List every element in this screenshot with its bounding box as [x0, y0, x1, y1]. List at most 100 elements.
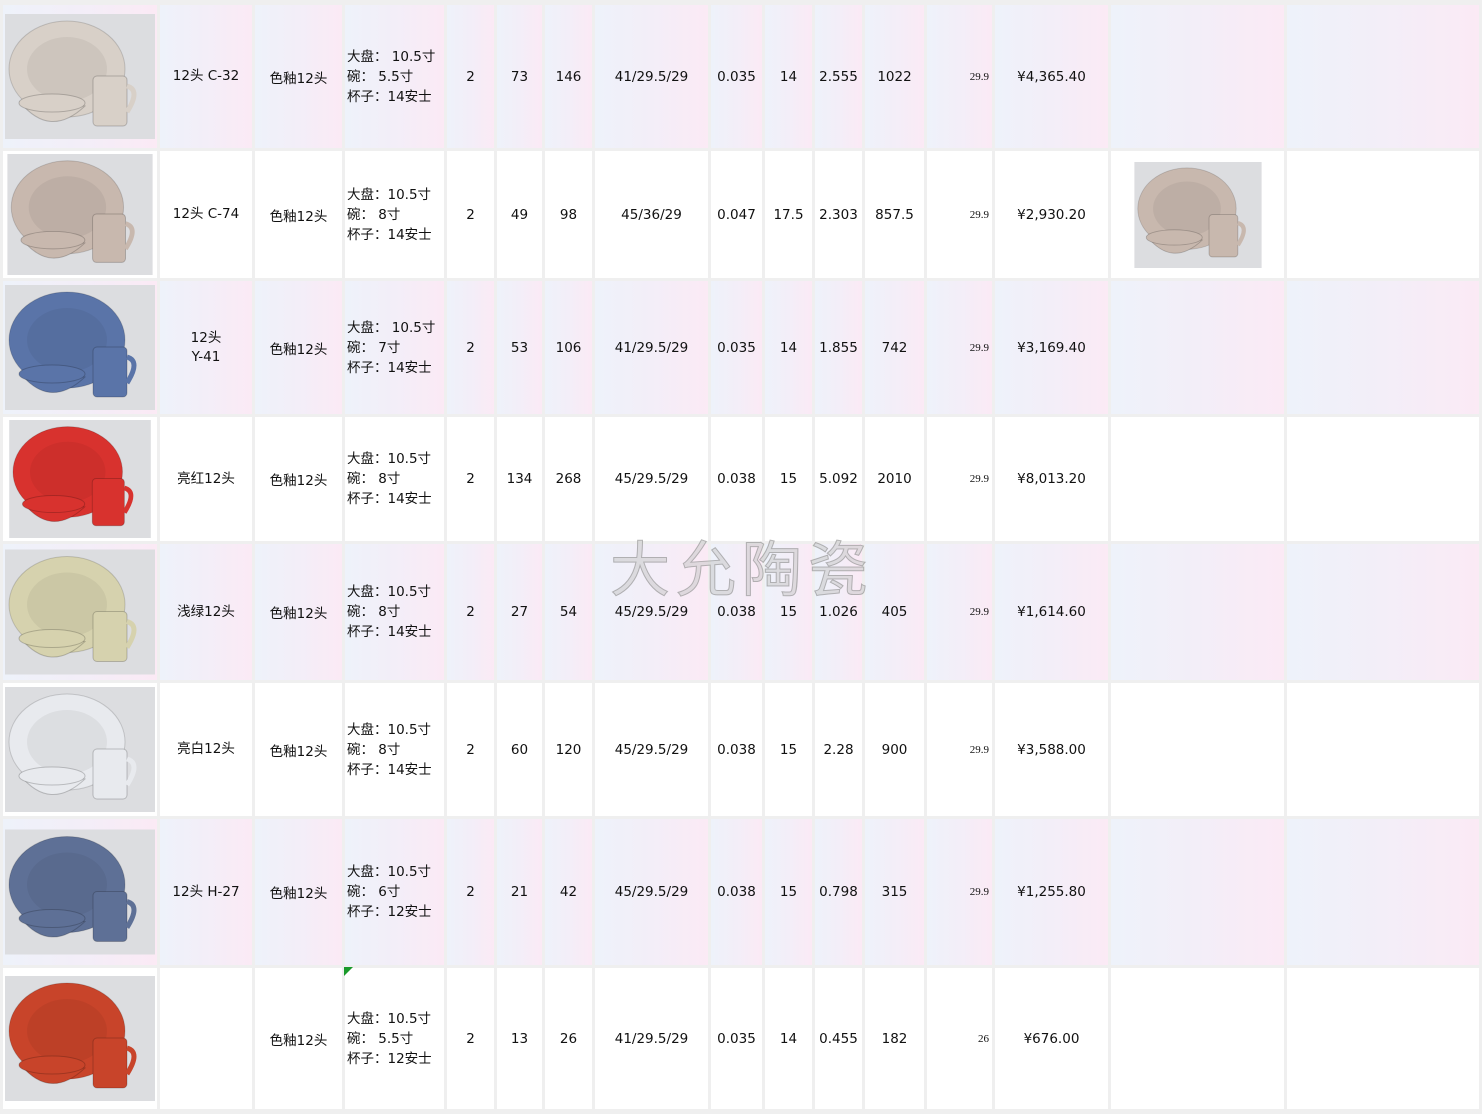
spec-cell[interactable]: 大盘：10.5寸 碗： 8寸 杯子：14安士 — [345, 683, 444, 816]
extra-image-cell[interactable] — [1111, 281, 1284, 414]
carton-size-cell[interactable]: 45/29.5/29 — [595, 819, 708, 965]
spec-cell[interactable]: 大盘：10.5寸 碗： 8寸 杯子：14安士 — [345, 151, 444, 278]
cbm-cell[interactable]: 0.038 — [711, 819, 762, 965]
count-cell[interactable]: 27 — [497, 544, 542, 680]
unit-price-cell[interactable]: 29.9 — [927, 281, 992, 414]
extra-image-cell[interactable] — [1111, 544, 1284, 680]
product-image-cell[interactable] — [3, 5, 157, 148]
empty-cell[interactable] — [1287, 417, 1479, 541]
qty-cell[interactable]: 2 — [447, 5, 494, 148]
product-image-cell[interactable] — [3, 683, 157, 816]
type-cell[interactable]: 色釉12头 — [255, 819, 342, 965]
volume-cell[interactable]: 0.455 — [815, 968, 862, 1109]
cbm-cell[interactable]: 0.035 — [711, 5, 762, 148]
empty-cell[interactable] — [1287, 151, 1479, 278]
weight-cell[interactable]: 15 — [765, 417, 812, 541]
total-qty-cell[interactable]: 120 — [545, 683, 592, 816]
amount-cell[interactable]: ¥1,255.80 — [995, 819, 1108, 965]
extra-image-cell[interactable] — [1111, 417, 1284, 541]
unit-price-cell[interactable]: 29.9 — [927, 5, 992, 148]
total-qty-cell[interactable]: 42 — [545, 819, 592, 965]
total-weight-cell[interactable]: 2010 — [865, 417, 924, 541]
spec-cell[interactable]: 大盘：10.5寸 碗： 8寸 杯子：14安士 — [345, 417, 444, 541]
total-weight-cell[interactable]: 405 — [865, 544, 924, 680]
product-image-cell[interactable] — [3, 281, 157, 414]
unit-price-cell[interactable]: 26 — [927, 968, 992, 1109]
weight-cell[interactable]: 14 — [765, 968, 812, 1109]
weight-cell[interactable]: 15 — [765, 544, 812, 680]
cbm-cell[interactable]: 0.038 — [711, 417, 762, 541]
carton-size-cell[interactable]: 45/29.5/29 — [595, 683, 708, 816]
unit-price-cell[interactable]: 29.9 — [927, 819, 992, 965]
product-code-cell[interactable]: 12头 C-74 — [160, 151, 252, 278]
carton-size-cell[interactable]: 45/36/29 — [595, 151, 708, 278]
qty-cell[interactable]: 2 — [447, 683, 494, 816]
empty-cell[interactable] — [1287, 544, 1479, 680]
weight-cell[interactable]: 15 — [765, 819, 812, 965]
extra-image-cell[interactable] — [1111, 819, 1284, 965]
unit-price-cell[interactable]: 29.9 — [927, 683, 992, 816]
total-qty-cell[interactable]: 26 — [545, 968, 592, 1109]
weight-cell[interactable]: 17.5 — [765, 151, 812, 278]
spec-cell[interactable]: 大盘：10.5寸 碗： 8寸 杯子：14安士 — [345, 544, 444, 680]
cbm-cell[interactable]: 0.038 — [711, 544, 762, 680]
total-weight-cell[interactable]: 182 — [865, 968, 924, 1109]
product-code-cell[interactable] — [160, 968, 252, 1109]
volume-cell[interactable]: 1.026 — [815, 544, 862, 680]
product-code-cell[interactable]: 亮红12头 — [160, 417, 252, 541]
amount-cell[interactable]: ¥4,365.40 — [995, 5, 1108, 148]
weight-cell[interactable]: 14 — [765, 5, 812, 148]
spec-cell[interactable]: 大盘：10.5寸 碗： 6寸 杯子：12安士 — [345, 819, 444, 965]
qty-cell[interactable]: 2 — [447, 544, 494, 680]
weight-cell[interactable]: 14 — [765, 281, 812, 414]
product-code-cell[interactable]: 12头 Y-41 — [160, 281, 252, 414]
total-qty-cell[interactable]: 54 — [545, 544, 592, 680]
type-cell[interactable]: 色釉12头 — [255, 683, 342, 816]
total-qty-cell[interactable]: 106 — [545, 281, 592, 414]
cbm-cell[interactable]: 0.038 — [711, 683, 762, 816]
count-cell[interactable]: 73 — [497, 5, 542, 148]
amount-cell[interactable]: ¥1,614.60 — [995, 544, 1108, 680]
qty-cell[interactable]: 2 — [447, 417, 494, 541]
extra-image-cell[interactable] — [1111, 968, 1284, 1109]
cbm-cell[interactable]: 0.047 — [711, 151, 762, 278]
product-image-cell[interactable] — [3, 819, 157, 965]
type-cell[interactable]: 色釉12头 — [255, 544, 342, 680]
carton-size-cell[interactable]: 45/29.5/29 — [595, 417, 708, 541]
type-cell[interactable]: 色釉12头 — [255, 5, 342, 148]
extra-image-cell[interactable] — [1111, 683, 1284, 816]
count-cell[interactable]: 49 — [497, 151, 542, 278]
cbm-cell[interactable]: 0.035 — [711, 968, 762, 1109]
type-cell[interactable]: 色釉12头 — [255, 968, 342, 1109]
carton-size-cell[interactable]: 45/29.5/29 — [595, 544, 708, 680]
total-weight-cell[interactable]: 742 — [865, 281, 924, 414]
product-code-cell[interactable]: 12头 C-32 — [160, 5, 252, 148]
total-qty-cell[interactable]: 146 — [545, 5, 592, 148]
product-code-cell[interactable]: 12头 H-27 — [160, 819, 252, 965]
type-cell[interactable]: 色釉12头 — [255, 151, 342, 278]
carton-size-cell[interactable]: 41/29.5/29 — [595, 281, 708, 414]
type-cell[interactable]: 色釉12头 — [255, 417, 342, 541]
carton-size-cell[interactable]: 41/29.5/29 — [595, 968, 708, 1109]
count-cell[interactable]: 60 — [497, 683, 542, 816]
weight-cell[interactable]: 15 — [765, 683, 812, 816]
volume-cell[interactable]: 2.28 — [815, 683, 862, 816]
carton-size-cell[interactable]: 41/29.5/29 — [595, 5, 708, 148]
empty-cell[interactable] — [1287, 819, 1479, 965]
product-image-cell[interactable] — [3, 151, 157, 278]
amount-cell[interactable]: ¥3,588.00 — [995, 683, 1108, 816]
volume-cell[interactable]: 0.798 — [815, 819, 862, 965]
unit-price-cell[interactable]: 29.9 — [927, 544, 992, 680]
count-cell[interactable]: 21 — [497, 819, 542, 965]
total-weight-cell[interactable]: 857.5 — [865, 151, 924, 278]
qty-cell[interactable]: 2 — [447, 819, 494, 965]
extra-image-cell[interactable] — [1111, 151, 1284, 278]
product-image-cell[interactable] — [3, 968, 157, 1109]
product-image-cell[interactable] — [3, 544, 157, 680]
amount-cell[interactable]: ¥676.00 — [995, 968, 1108, 1109]
count-cell[interactable]: 13 — [497, 968, 542, 1109]
empty-cell[interactable] — [1287, 683, 1479, 816]
product-code-cell[interactable]: 浅绿12头 — [160, 544, 252, 680]
extra-image-cell[interactable] — [1111, 5, 1284, 148]
total-qty-cell[interactable]: 268 — [545, 417, 592, 541]
